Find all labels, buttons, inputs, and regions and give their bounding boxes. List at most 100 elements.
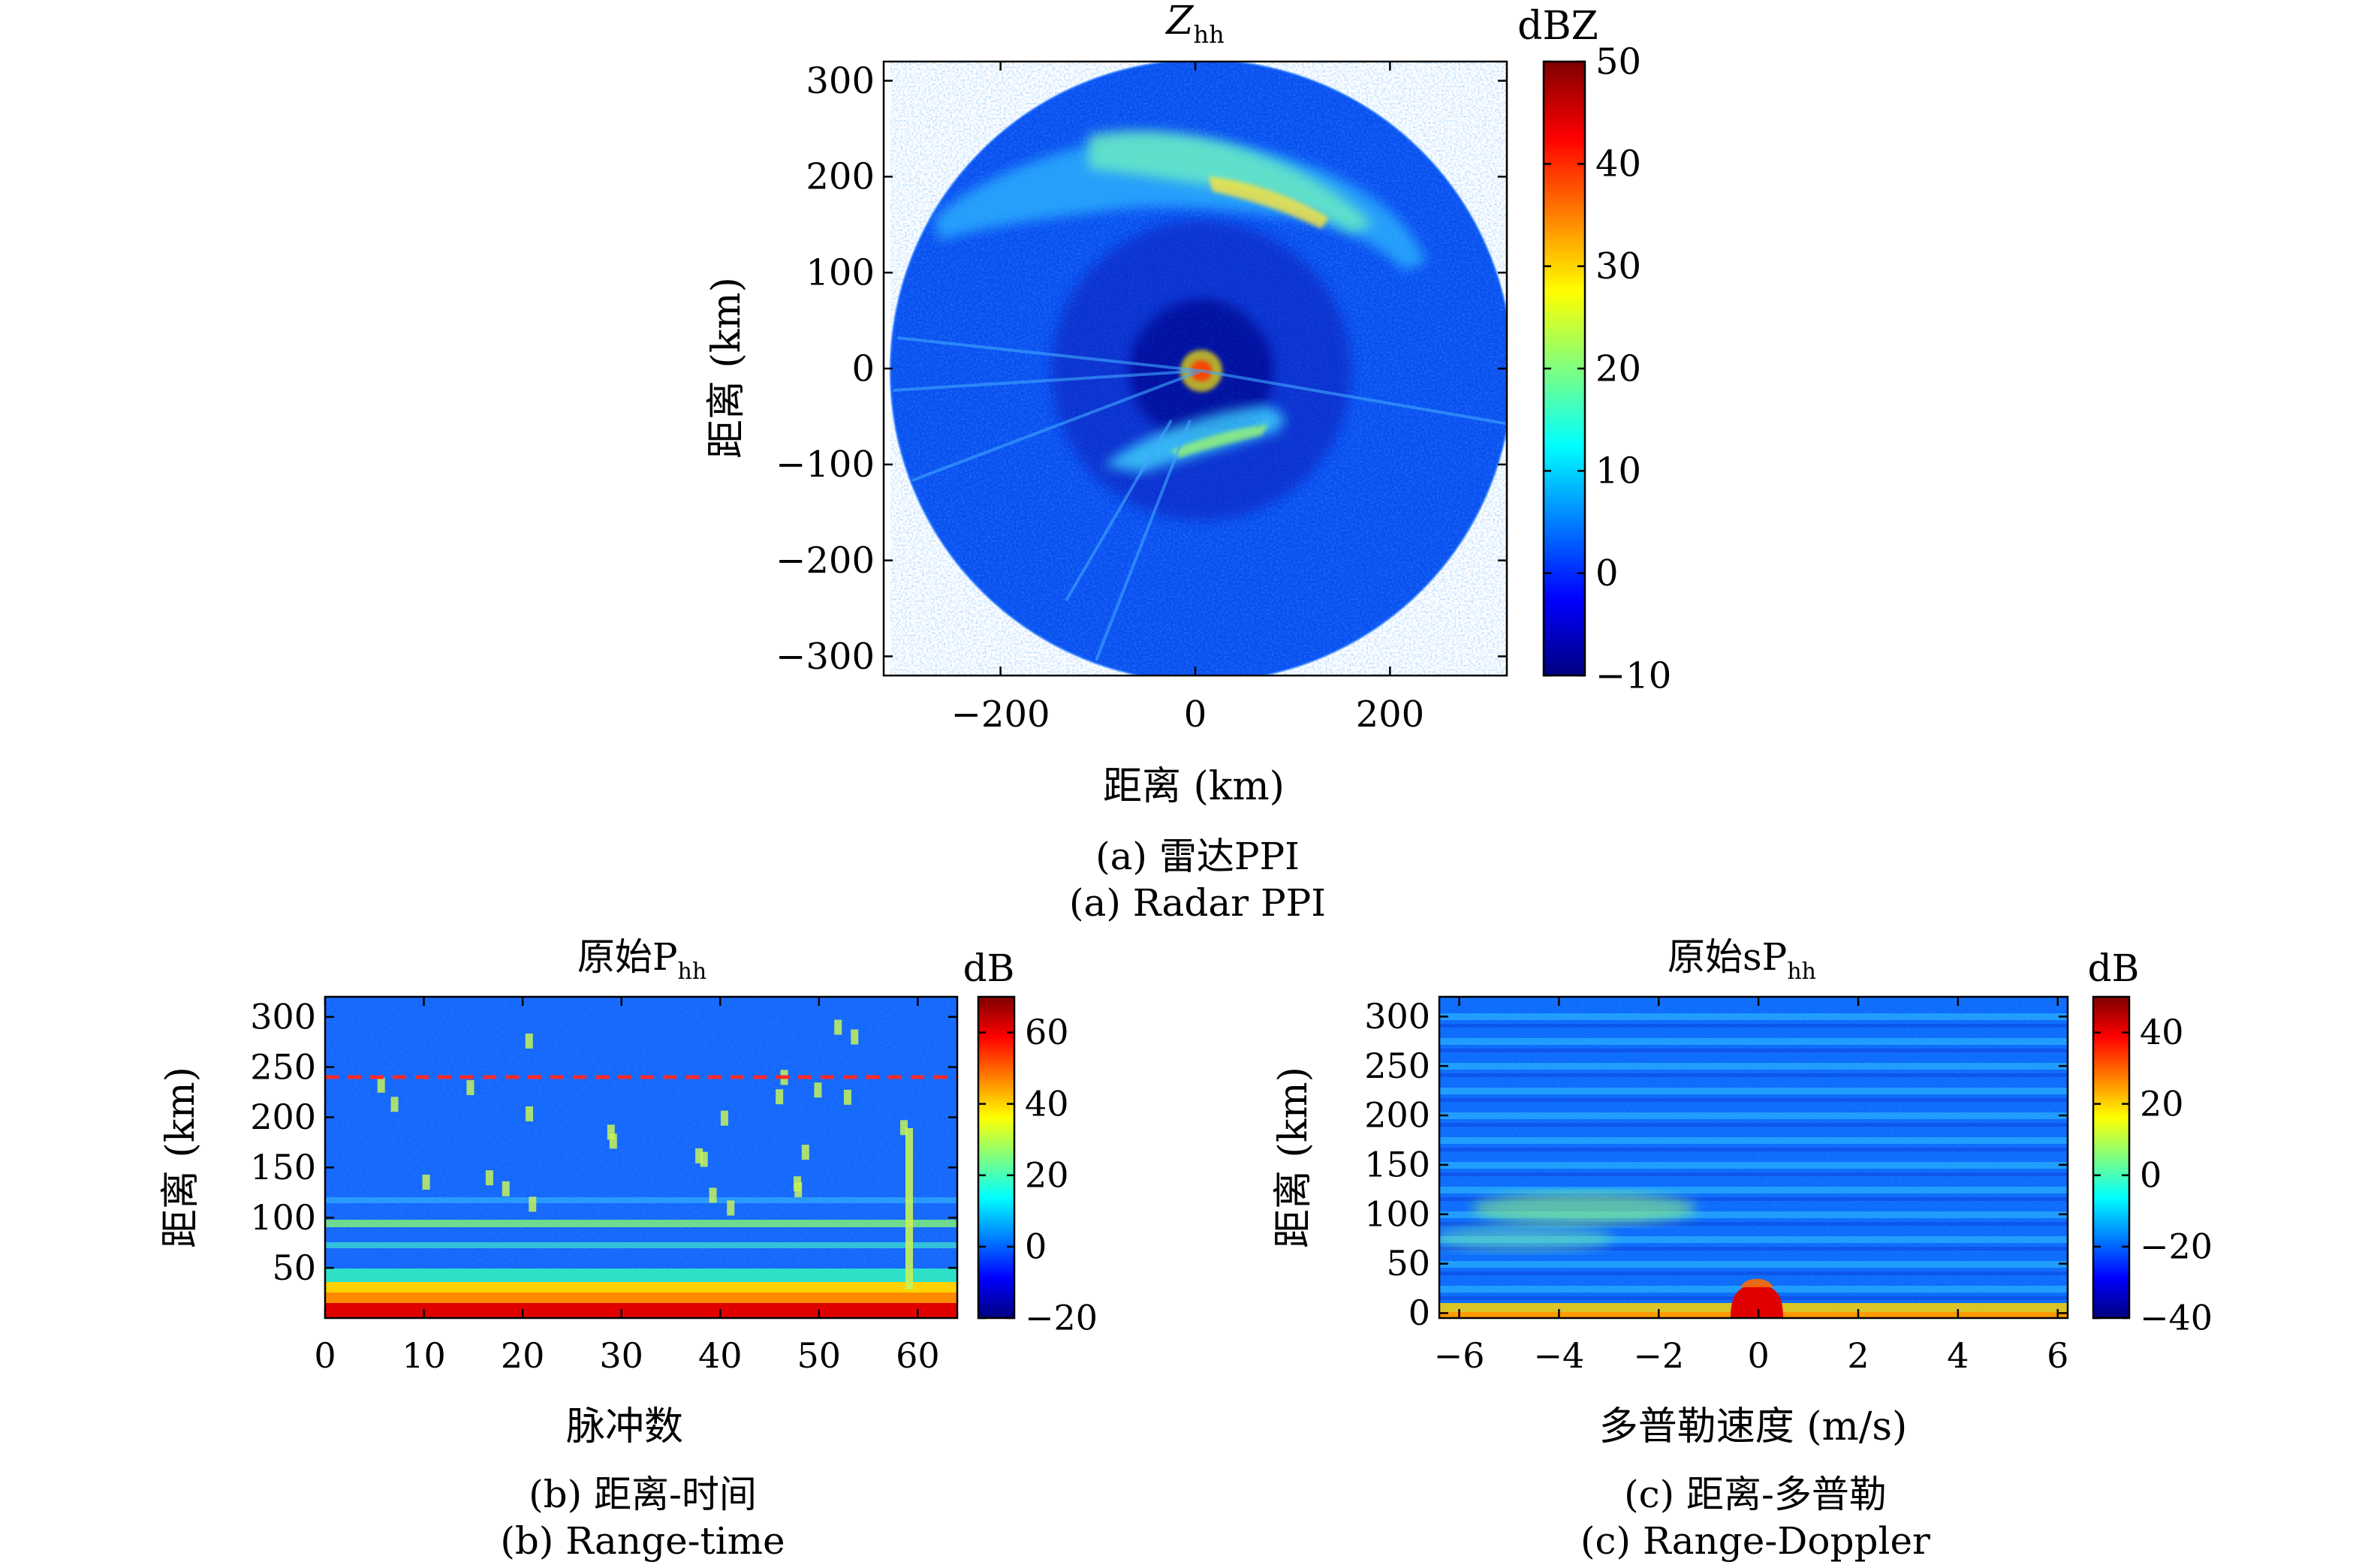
- colorbar-tick-label: 0: [1025, 1226, 1047, 1267]
- y-axis-label-c: 距离 (km): [1271, 1067, 1316, 1248]
- colorbar-ticks-c: 40 20 0 −20 −40: [2093, 1012, 2213, 1338]
- x-tick-label: 40: [698, 1335, 743, 1376]
- y-axis-label-b: 距离 (km): [158, 1067, 203, 1248]
- range-band: [1439, 1013, 2068, 1020]
- colorbar-tick-label: 20: [1595, 348, 1641, 390]
- plot-area-a: [889, 62, 1507, 676]
- colorbar-label-b: dB: [963, 947, 1015, 990]
- caption-b: (b) 距离-时间 (b) Range-time: [267, 1471, 1018, 1564]
- echo-mark: [727, 1200, 735, 1216]
- echo-mark: [609, 1133, 617, 1149]
- range-band: [1439, 1148, 2068, 1151]
- echo-mark: [422, 1174, 430, 1190]
- colorbar-tick-label: 30: [1595, 245, 1641, 287]
- caption-c-cn: (c) 距离-多普勒: [1624, 1473, 1887, 1516]
- y-tick-label: 0: [851, 348, 875, 390]
- colorbar-b: [977, 995, 1016, 1320]
- x-tick-label: 0: [1748, 1335, 1770, 1376]
- echo-mark: [695, 1148, 703, 1163]
- y-tick-label: 0: [1408, 1293, 1430, 1333]
- echo-mark: [526, 1106, 534, 1121]
- colorbar-tick-label: 0: [2140, 1154, 2162, 1195]
- x-tick-label: 10: [402, 1335, 446, 1376]
- x-tick-label: 30: [599, 1335, 643, 1376]
- echo-mark: [905, 1128, 913, 1290]
- range-band: [1439, 1073, 2068, 1077]
- colorbar-tick-label: 50: [1595, 41, 1641, 83]
- range-band: [1439, 1112, 2068, 1119]
- range-band: [1439, 1261, 2068, 1268]
- x-tick-label: 2: [1847, 1335, 1869, 1376]
- y-tick-label: −200: [776, 540, 875, 582]
- range-band: [1439, 1272, 2068, 1275]
- x-ticks-b: 0 10 20 30 40 50 60: [314, 997, 940, 1376]
- zero-doppler-peak: [1731, 1285, 1783, 1318]
- x-tick-label: −4: [1534, 1335, 1585, 1376]
- range-band: [1439, 1211, 2068, 1218]
- y-tick-label: 300: [1364, 996, 1430, 1037]
- x-tick-label: 60: [896, 1335, 940, 1376]
- y-tick-label: 150: [1364, 1145, 1430, 1185]
- x-tick-label: 20: [501, 1335, 545, 1376]
- colorbar-tick-label: −20: [2140, 1226, 2213, 1267]
- range-band: [1439, 1247, 2068, 1250]
- caption-a-cn: (a) 雷达PPI: [1095, 835, 1300, 878]
- y-tick-label: 200: [250, 1097, 316, 1137]
- range-band: [1439, 1049, 2068, 1052]
- chart-title-b: 原始Phh: [577, 935, 706, 985]
- x-tick-label: −6: [1434, 1335, 1485, 1376]
- range-band: [1439, 1222, 2068, 1226]
- x-axis-label-c: 多普勒速度 (m/s): [1599, 1404, 1908, 1449]
- range-band: [1439, 1236, 2068, 1243]
- y-tick-label: 50: [1386, 1243, 1430, 1284]
- caption-a: (a) 雷达PPI (a) Radar PPI: [822, 833, 1573, 926]
- colorbar-tick-label: 0: [1595, 552, 1619, 594]
- y-axis-label-a: 距离 (km): [704, 277, 749, 459]
- echo-mark: [794, 1181, 803, 1197]
- caption-b-en: (b) Range-time: [500, 1519, 785, 1563]
- echo-mark: [607, 1124, 615, 1140]
- range-bands: [1439, 1013, 2068, 1300]
- x-tick-label: 0: [1184, 694, 1207, 736]
- colorbar-ticks-b: 60 40 20 0 −20: [978, 1012, 1098, 1338]
- echo-mark: [709, 1187, 717, 1203]
- echo-mark: [377, 1077, 385, 1093]
- echo-mark: [466, 1080, 475, 1096]
- colorbar-tick-label: 60: [1025, 1012, 1069, 1052]
- caption-b-cn: (b) 距离-时间: [529, 1473, 757, 1516]
- echo-mark: [814, 1082, 822, 1098]
- y-ticks-c: 300 250 200 150 100 50 0: [1364, 996, 2068, 1333]
- range-band: [1439, 1187, 2068, 1193]
- x-ticks-c: −6 −4 −2 0 2 4 6: [1434, 997, 2068, 1376]
- echo-mark: [390, 1097, 399, 1112]
- echo-mark: [720, 1110, 728, 1126]
- echo-mark: [899, 1120, 908, 1136]
- range-band: [1439, 1098, 2068, 1102]
- y-tick-label: 200: [1364, 1095, 1430, 1136]
- y-tick-label: −300: [776, 636, 875, 678]
- x-tick-label: 0: [314, 1335, 336, 1376]
- chart-title-a: Zhh: [1164, 0, 1224, 49]
- echo-mark: [529, 1196, 537, 1212]
- colorbar-ticks-a: 50 40 30 20 10 0 −10: [1544, 41, 1671, 697]
- radial-spokes: [893, 336, 1507, 661]
- y-tick-label: 250: [250, 1046, 316, 1087]
- colorbar-tick-label: 40: [1595, 143, 1641, 185]
- range-band: [1439, 1123, 2068, 1127]
- echo-mark: [776, 1089, 784, 1105]
- caption-a-en: (a) Radar PPI: [1069, 881, 1326, 925]
- range-band: [1439, 1197, 2068, 1201]
- plot-area-c: [1439, 997, 2068, 1318]
- range-band: [1439, 1063, 2068, 1070]
- x-ticks-a: −200 0 200: [951, 62, 1424, 736]
- range-band: [1439, 1038, 2068, 1045]
- colorbar-tick-label: −40: [2140, 1298, 2213, 1338]
- y-tick-label: 200: [806, 156, 875, 198]
- colorbar-tick-label: 40: [1025, 1083, 1069, 1124]
- x-tick-label: −200: [951, 694, 1050, 736]
- x-axis-label-a: 距离 (km): [1103, 764, 1285, 809]
- y-ticks-a: 300 200 100 0 −100 −200 −300: [776, 60, 1507, 678]
